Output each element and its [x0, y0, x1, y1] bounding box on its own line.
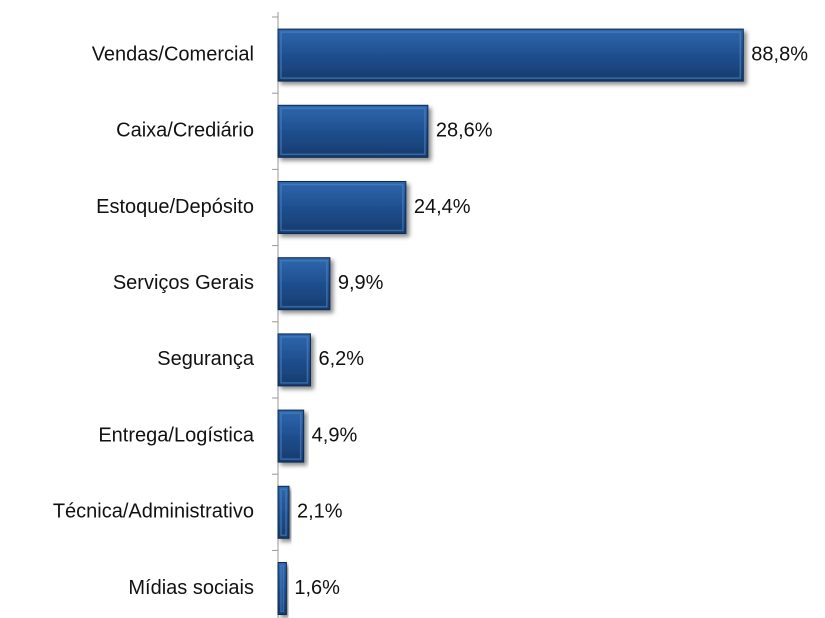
category-label: Entrega/Logística — [98, 424, 255, 446]
bar-bevel — [280, 564, 285, 613]
bar-bevel — [280, 107, 426, 156]
category-label: Mídias sociais — [128, 577, 254, 599]
bar-bevel — [280, 488, 287, 537]
bar — [277, 562, 287, 615]
bar-bevel — [280, 31, 742, 79]
bar-bevel — [280, 183, 404, 232]
value-label: 24,4% — [414, 196, 471, 218]
category-label: Caixa/Crediário — [116, 120, 254, 142]
value-label: 28,6% — [436, 120, 493, 142]
value-label: 4,9% — [312, 424, 358, 446]
bar-bevel — [280, 336, 309, 384]
bar — [277, 485, 290, 539]
bar-bevel — [280, 259, 328, 308]
bar — [277, 28, 744, 82]
bar — [277, 181, 407, 234]
bar — [277, 104, 429, 158]
bar — [277, 333, 311, 387]
value-label: 88,8% — [751, 43, 808, 65]
value-label: 9,9% — [338, 272, 384, 294]
category-label: Estoque/Depósito — [96, 196, 254, 218]
bar-bevel — [280, 412, 302, 460]
value-label: 2,1% — [297, 501, 343, 523]
category-label: Segurança — [157, 348, 255, 370]
category-label: Técnica/Administrativo — [53, 501, 254, 523]
category-label: Vendas/Comercial — [92, 43, 254, 65]
bar — [277, 257, 331, 311]
bar — [277, 409, 305, 463]
value-label: 6,2% — [318, 348, 364, 370]
value-label: 1,6% — [294, 577, 340, 599]
category-label: Serviços Gerais — [113, 272, 254, 294]
